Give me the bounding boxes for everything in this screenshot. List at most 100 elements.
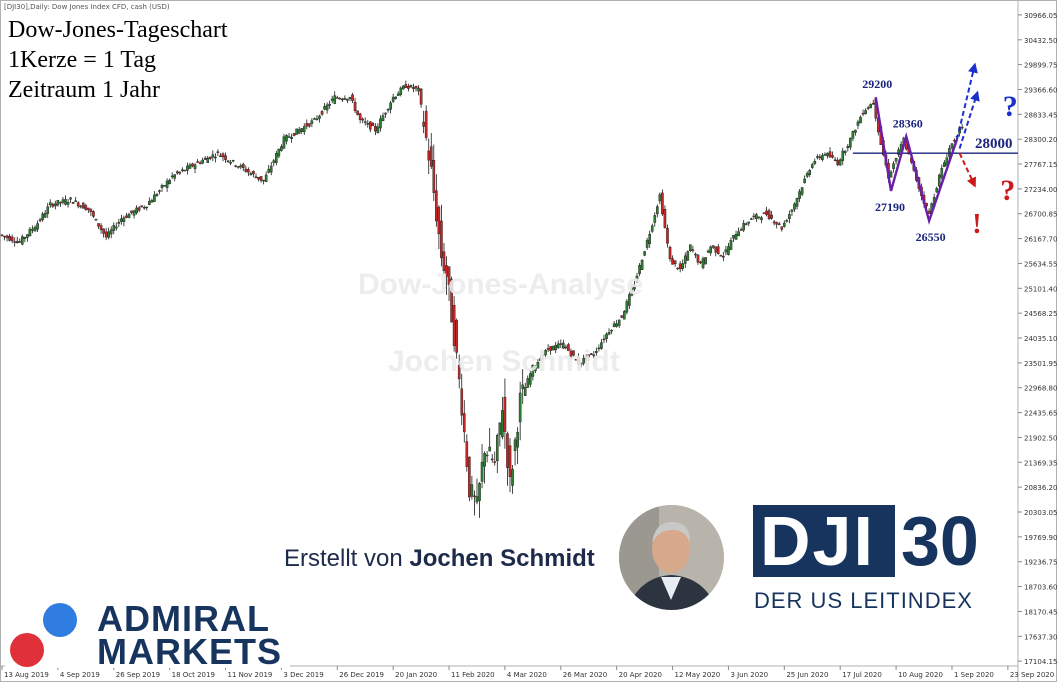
candle-body [122, 217, 126, 222]
candle-body [800, 187, 804, 195]
candle-body [424, 110, 428, 138]
y-tick-label: 22435.65 [1024, 410, 1057, 418]
candle-body [183, 169, 187, 172]
candle-body [780, 226, 784, 230]
candle-body [267, 168, 271, 173]
candle-body [432, 159, 436, 193]
candle-body [750, 218, 753, 220]
candle-body [666, 227, 669, 244]
author-portrait [619, 505, 724, 610]
candle-body [13, 241, 17, 243]
candle-body [54, 203, 57, 207]
x-tick-label: 26 Dec 2019 [339, 671, 384, 679]
candle-body [234, 165, 237, 167]
y-tick-label: 17637.30 [1024, 633, 1057, 641]
candle-body [325, 104, 329, 111]
candle-body [84, 205, 88, 211]
candle-body [544, 350, 547, 356]
candle-body [59, 201, 62, 204]
candle-body [341, 98, 344, 101]
credit-prefix: Erstellt von [284, 545, 403, 572]
projection-arrow [958, 90, 980, 149]
candle-body [81, 202, 85, 209]
candle-body [168, 179, 171, 184]
candle-body [554, 345, 558, 351]
candle-body [490, 458, 494, 461]
question-mark: ? [1003, 90, 1018, 123]
y-tick-label: 25634.55 [1024, 260, 1057, 268]
candle-body [836, 160, 839, 165]
candle-body [620, 315, 624, 318]
candle-body [445, 265, 448, 277]
candle-body [18, 241, 22, 243]
candle-body [170, 175, 174, 178]
question-mark: ? [1000, 174, 1015, 207]
candle-body [262, 179, 265, 182]
candle-body [155, 194, 159, 196]
candle-body [668, 246, 672, 260]
y-tick-label: 19236.75 [1024, 559, 1057, 567]
candle-body [937, 174, 941, 187]
candle-body [130, 210, 133, 213]
y-tick-label: 24035.10 [1024, 335, 1057, 343]
candle-body [21, 236, 24, 245]
candle-body [64, 199, 67, 205]
candle-body [145, 206, 149, 209]
y-tick-label: 21369.35 [1024, 459, 1057, 467]
candle-body [742, 222, 745, 231]
candle-body [295, 128, 298, 135]
candle-body [66, 201, 70, 205]
candle-body [904, 141, 908, 150]
candle-body [775, 222, 778, 225]
candle-body [280, 146, 283, 151]
candle-body [681, 263, 685, 269]
candle-body [203, 157, 207, 160]
candle-body [440, 220, 443, 259]
candle-body [767, 210, 771, 219]
candle-body [275, 153, 278, 163]
candle-body [323, 106, 326, 110]
candle-body [305, 123, 309, 127]
admiral-logo-mark [10, 603, 77, 667]
candle-body [452, 305, 456, 347]
candle-body [656, 206, 659, 215]
candle-body [264, 174, 268, 182]
candle-body [833, 159, 837, 161]
candle-body [559, 343, 563, 345]
candle-body [402, 85, 405, 90]
candle-body [318, 115, 321, 119]
candle-body [623, 311, 626, 320]
candle-body [843, 150, 847, 154]
candle-body [473, 495, 476, 498]
candle-body [442, 251, 446, 271]
watermark-analysis: Dow-Jones-Analyse [358, 268, 644, 301]
candle-body [592, 354, 596, 357]
candle-body [356, 110, 359, 116]
candle-body [521, 384, 524, 390]
candle-body [501, 410, 504, 438]
candle-body [864, 110, 867, 115]
candle-body [384, 112, 387, 115]
candle-body [56, 200, 60, 206]
candle-body [26, 234, 29, 238]
candle-body [671, 258, 674, 265]
candle-body [226, 160, 230, 162]
candle-body [498, 422, 502, 435]
y-tick-label: 24568.25 [1024, 310, 1057, 318]
candle-body [99, 225, 103, 230]
candle-body [214, 156, 217, 159]
candle-body [816, 156, 819, 158]
candle-body [120, 218, 123, 222]
candle-body [277, 148, 281, 157]
candle-body [539, 358, 542, 361]
y-tick-label: 27767.15 [1024, 161, 1057, 169]
portrait-illustration [619, 505, 724, 610]
author-credit: Erstellt von Jochen Schmidt [284, 545, 595, 573]
candle-body [744, 223, 748, 225]
x-tick-label: 4 Mar 2020 [507, 671, 547, 679]
candle-body [36, 223, 39, 230]
candle-body [239, 165, 243, 168]
candle-body [244, 168, 248, 172]
candle-body [414, 85, 418, 89]
candle-body [160, 185, 164, 188]
